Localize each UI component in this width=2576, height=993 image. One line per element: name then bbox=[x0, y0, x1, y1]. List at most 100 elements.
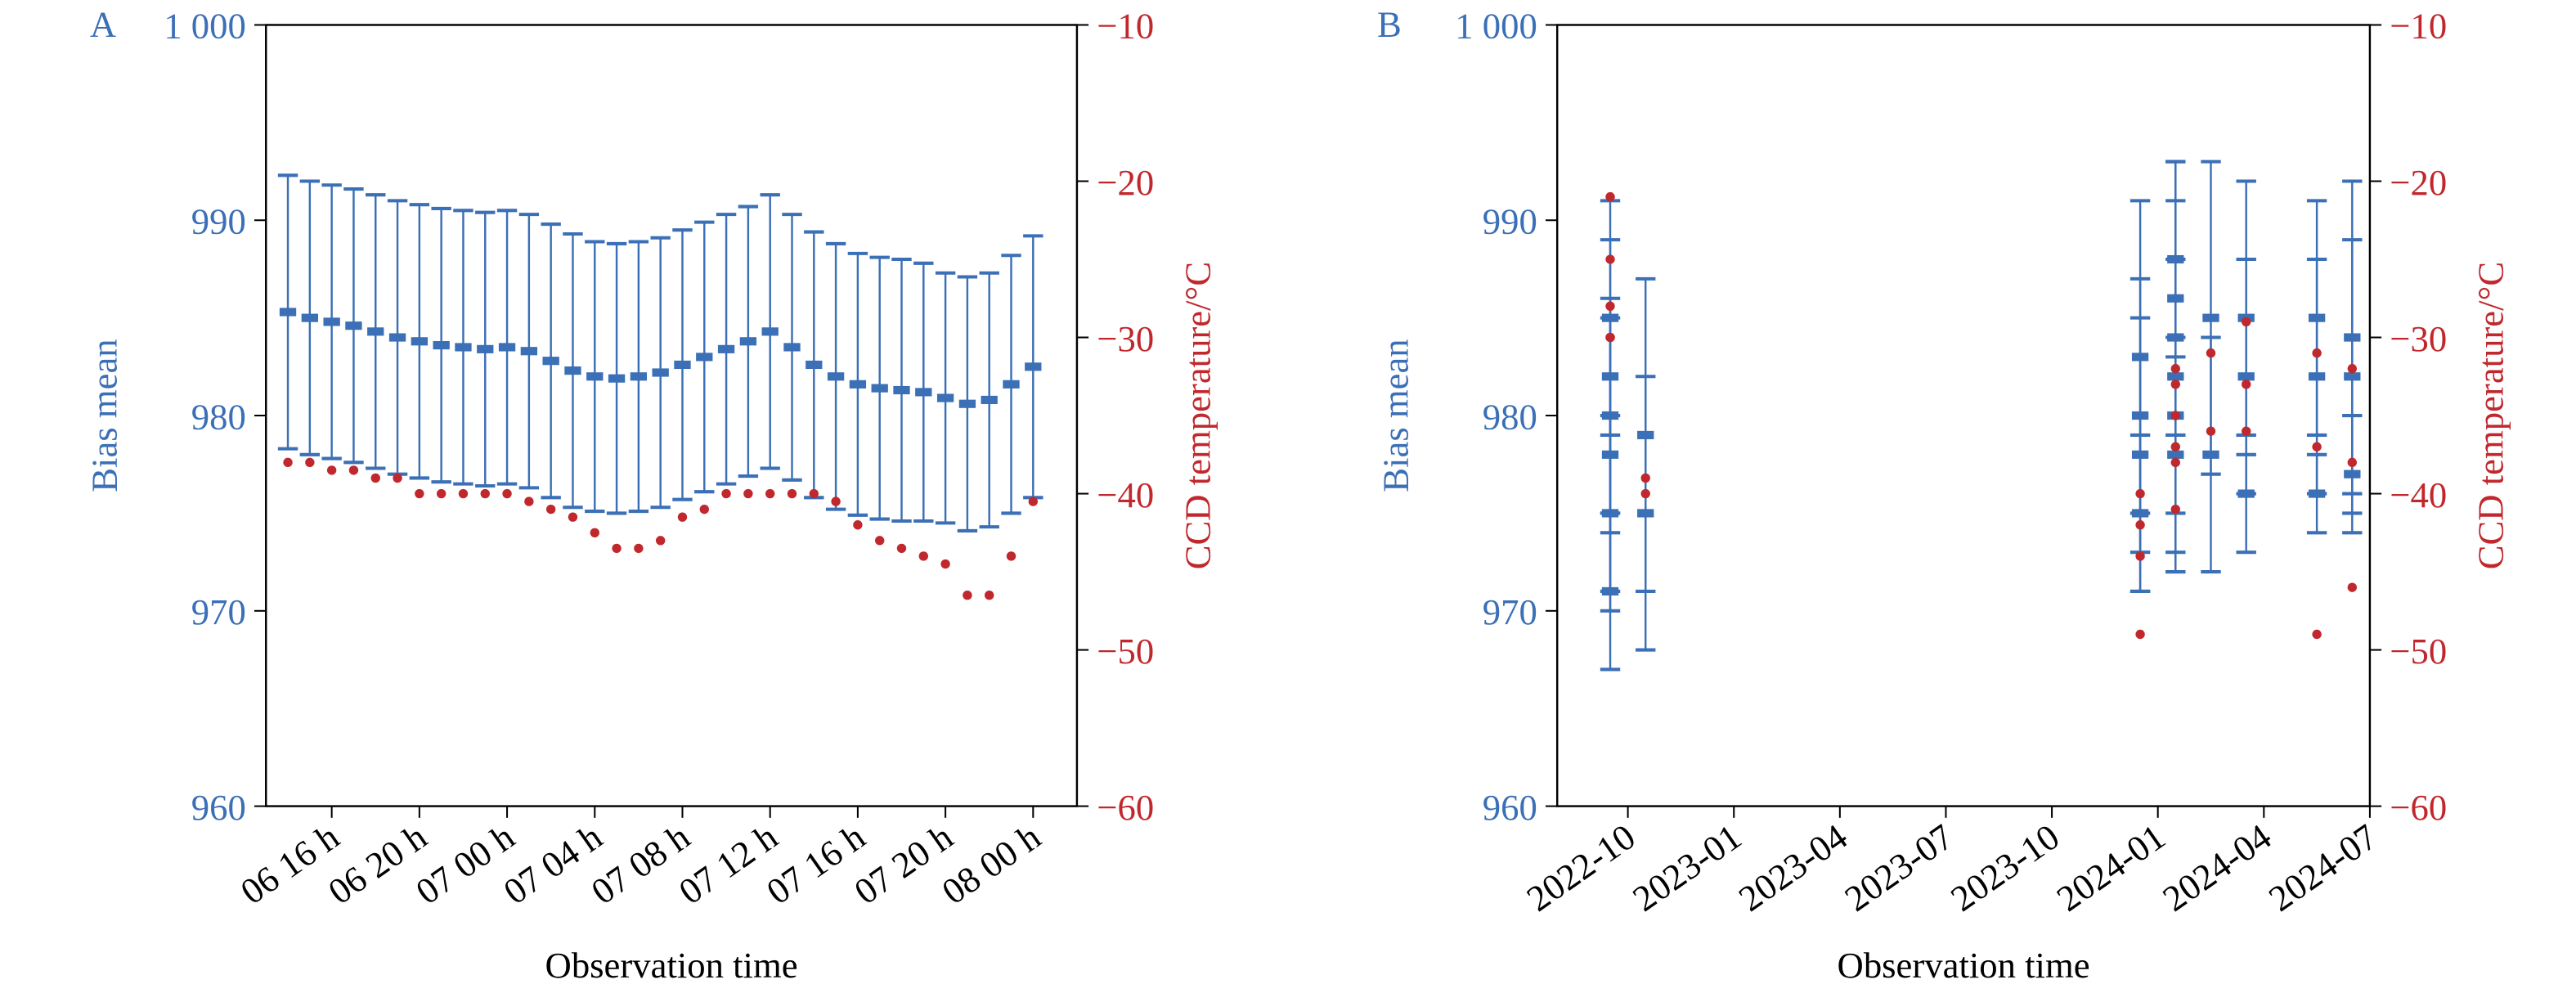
point bbox=[2206, 348, 2216, 358]
point bbox=[568, 512, 578, 522]
point bbox=[612, 543, 622, 554]
point bbox=[739, 337, 757, 346]
point bbox=[2242, 380, 2251, 389]
point bbox=[2170, 380, 2180, 389]
point bbox=[2312, 442, 2322, 452]
x-tick-label: 2023-04 bbox=[1731, 816, 1855, 919]
point bbox=[283, 457, 293, 468]
y2-tick-label: −40 bbox=[1097, 474, 1154, 515]
point bbox=[831, 496, 841, 506]
point bbox=[1605, 254, 1615, 264]
point bbox=[305, 457, 315, 468]
y2-tick-label: −30 bbox=[2390, 318, 2447, 359]
point bbox=[2344, 470, 2361, 479]
x-tick-label: 2022-10 bbox=[1519, 816, 1643, 919]
point bbox=[849, 380, 867, 389]
y2-tick-label: −20 bbox=[2390, 162, 2447, 203]
point bbox=[655, 536, 666, 546]
point bbox=[2242, 317, 2251, 327]
point bbox=[586, 372, 604, 381]
point bbox=[1605, 301, 1615, 312]
y-axis-label: Bias mean bbox=[1375, 339, 1416, 492]
point bbox=[1025, 362, 1042, 371]
point bbox=[1605, 332, 1615, 343]
point bbox=[2135, 488, 2145, 499]
point bbox=[608, 374, 626, 383]
point bbox=[345, 321, 362, 330]
point bbox=[2308, 372, 2326, 381]
point bbox=[455, 343, 472, 352]
point bbox=[590, 528, 599, 537]
point bbox=[699, 504, 709, 514]
point bbox=[2135, 520, 2145, 530]
y2-tick-label: −10 bbox=[1097, 6, 1154, 47]
point bbox=[2170, 504, 2180, 514]
point bbox=[1637, 509, 1654, 518]
y-tick-label: 990 bbox=[1483, 201, 1537, 242]
x-tick-label: 07 12 h bbox=[671, 816, 784, 913]
point bbox=[2135, 551, 2145, 561]
point bbox=[458, 488, 469, 499]
point bbox=[915, 388, 932, 397]
point bbox=[2135, 629, 2145, 640]
x-tick-label: 2023-07 bbox=[1838, 816, 1961, 919]
point bbox=[652, 368, 669, 377]
point bbox=[783, 343, 801, 352]
point bbox=[326, 465, 337, 475]
x-tick-label: 2024-04 bbox=[2156, 816, 2279, 919]
point bbox=[2312, 629, 2322, 640]
point bbox=[630, 372, 648, 381]
point bbox=[477, 344, 494, 353]
point bbox=[918, 551, 928, 561]
point bbox=[806, 360, 823, 370]
point bbox=[2170, 442, 2180, 452]
point bbox=[2308, 489, 2326, 498]
point bbox=[765, 488, 775, 499]
point bbox=[1640, 488, 1650, 499]
point bbox=[853, 520, 863, 530]
y-axis-label: Bias mean bbox=[83, 339, 124, 492]
point bbox=[370, 473, 380, 483]
x-tick-label: 2024-07 bbox=[2261, 816, 2385, 919]
y2-tick-label: −10 bbox=[2390, 6, 2447, 47]
point bbox=[2131, 509, 2149, 518]
point bbox=[2344, 372, 2361, 381]
point bbox=[323, 317, 340, 326]
point bbox=[1006, 551, 1016, 561]
plot-frame bbox=[1555, 24, 2372, 807]
point bbox=[545, 504, 556, 514]
point bbox=[348, 465, 359, 475]
point bbox=[2347, 582, 2358, 592]
point bbox=[896, 543, 907, 554]
point bbox=[411, 337, 429, 346]
point bbox=[367, 327, 384, 336]
y-tick-label: 960 bbox=[1483, 787, 1537, 828]
y2-tick-label: −30 bbox=[1097, 318, 1154, 359]
y-tick-label: 1 000 bbox=[164, 6, 246, 47]
point bbox=[279, 308, 297, 317]
point bbox=[393, 473, 402, 483]
point bbox=[2170, 457, 2180, 468]
point bbox=[2202, 313, 2219, 322]
point bbox=[809, 488, 819, 499]
point bbox=[436, 488, 447, 499]
panel: 960 970 980 990 1 000 −60 −50 −40 −30 −20 −10 06 16… bbox=[83, 4, 1218, 986]
point bbox=[433, 340, 450, 350]
point bbox=[958, 399, 976, 408]
point bbox=[2237, 489, 2255, 498]
plot-frame bbox=[265, 24, 1079, 807]
y2-axis-label: CCD temperature/°C bbox=[1177, 262, 1218, 570]
point bbox=[761, 327, 779, 336]
x-tick-label: 07 00 h bbox=[408, 816, 521, 913]
point bbox=[981, 395, 998, 405]
point bbox=[936, 393, 954, 402]
y2-tick-label: −50 bbox=[2390, 631, 2447, 672]
point bbox=[1640, 473, 1650, 483]
y2-tick-label: −60 bbox=[2390, 787, 2447, 828]
point bbox=[564, 366, 581, 375]
y-tick-label: 990 bbox=[191, 201, 246, 242]
x-axis-label: Observation time bbox=[1838, 945, 2090, 986]
x-tick-label: 2023-01 bbox=[1625, 816, 1748, 919]
point bbox=[2170, 364, 2180, 374]
x-tick-label: 07 04 h bbox=[496, 816, 609, 913]
